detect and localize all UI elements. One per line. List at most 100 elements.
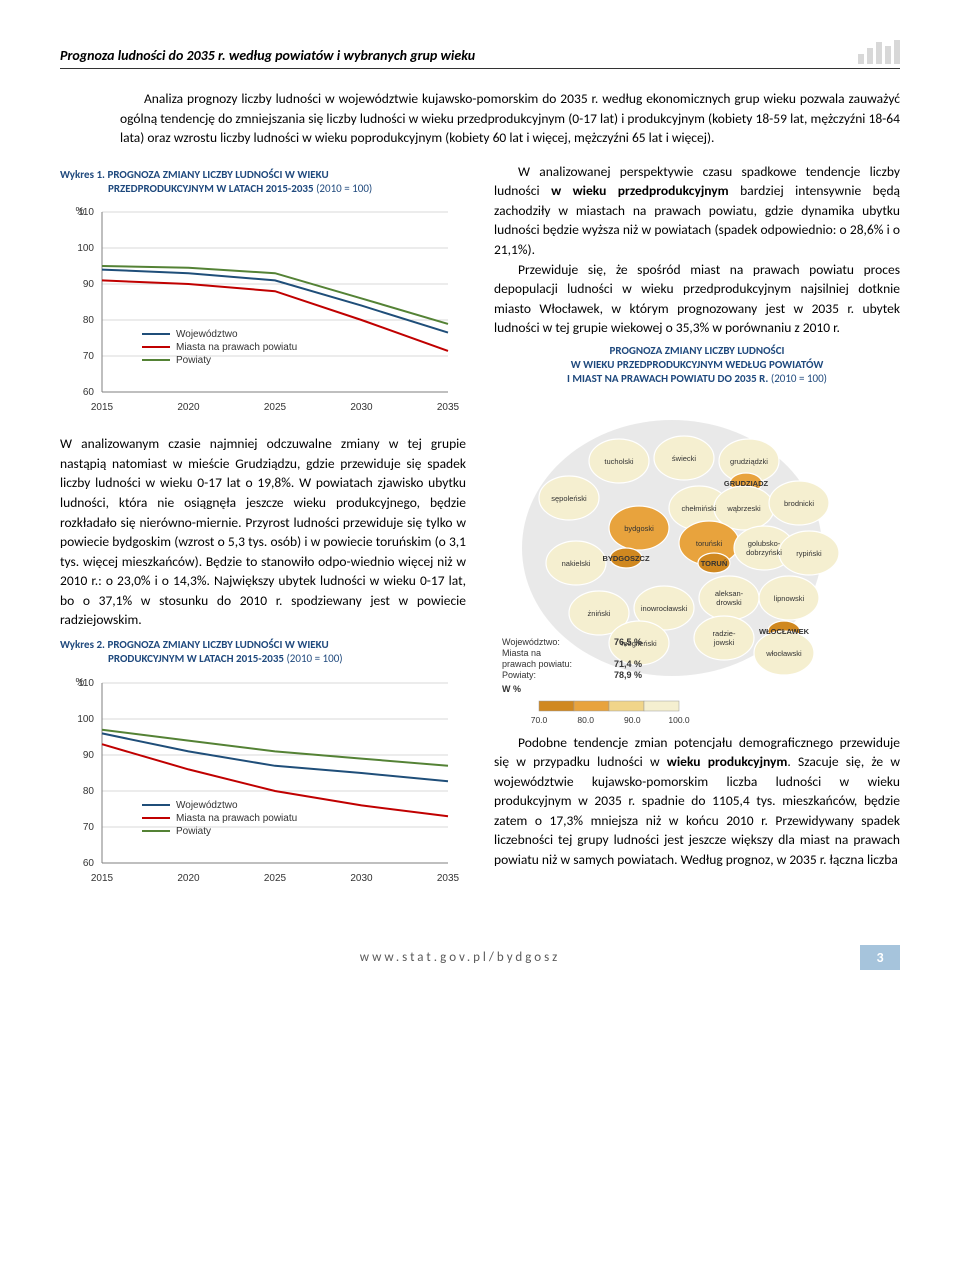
svg-text:drowski: drowski — [716, 598, 742, 607]
svg-text:dobrzyński: dobrzyński — [746, 548, 782, 557]
svg-text:GRUDZIĄDZ: GRUDZIĄDZ — [724, 479, 769, 488]
svg-text:70: 70 — [83, 822, 95, 833]
right-para-3: Podobne tendencje zmian potencjału demog… — [494, 733, 900, 870]
svg-text:jowski: jowski — [713, 638, 735, 647]
svg-text:bydgoski: bydgoski — [624, 524, 654, 533]
svg-text:Powiaty:: Powiaty: — [502, 670, 536, 680]
chart1-title-suffix: (2010 = 100) — [316, 182, 372, 195]
left-paragraph: W analizowanym czasie najmniej odczuwaln… — [60, 434, 466, 630]
map-title-suffix: (2010 = 100) — [771, 372, 827, 385]
chart2-title-line2: PRODUKCYJNYM W LATACH 2015-2035 — [60, 652, 286, 665]
svg-text:golubsko-: golubsko- — [748, 539, 781, 548]
intro-paragraph: Analiza prognozy liczby ludności w wojew… — [60, 89, 900, 148]
chart1: 60708090100110%20152020202520302035Wojew… — [60, 200, 466, 424]
svg-text:100: 100 — [77, 243, 94, 254]
svg-text:WŁOCŁAWEK: WŁOCŁAWEK — [759, 627, 810, 636]
svg-text:BYDGOSZCZ: BYDGOSZCZ — [602, 554, 650, 563]
chart1-title-line1: PROGNOZA ZMIANY LICZBY LUDNOŚCI W WIEKU — [107, 168, 328, 181]
svg-text:Województwo:: Województwo: — [502, 637, 560, 647]
svg-text:lipnowski: lipnowski — [774, 594, 805, 603]
svg-text:90,0: 90,0 — [624, 715, 641, 723]
svg-text:rypiński: rypiński — [796, 549, 822, 558]
svg-text:90: 90 — [83, 750, 95, 761]
svg-text:2020: 2020 — [177, 873, 200, 884]
svg-text:żniński: żniński — [588, 609, 611, 618]
svg-text:2020: 2020 — [177, 402, 200, 413]
header-bars-icon — [858, 40, 900, 64]
svg-text:2015: 2015 — [91, 402, 114, 413]
svg-text:2035: 2035 — [437, 402, 460, 413]
svg-text:W %: W % — [502, 684, 521, 694]
footer: www.stat.gov.pl/bydgosz 3 — [60, 945, 900, 970]
chart1-prefix: Wykres 1. — [60, 168, 107, 181]
right-column: W analizowanej perspektywie czasu spadko… — [494, 162, 900, 905]
chart1-svg: 60708090100110%20152020202520302035Wojew… — [60, 200, 460, 420]
svg-text:90: 90 — [83, 279, 95, 290]
svg-text:78,9 %: 78,9 % — [614, 670, 642, 680]
left-para-text: W analizowanym czasie najmniej odczuwaln… — [60, 435, 466, 628]
svg-text:TORUŃ: TORUŃ — [701, 559, 728, 568]
svg-text:radzie-: radzie- — [713, 629, 736, 638]
svg-text:60: 60 — [83, 387, 95, 398]
svg-text:60: 60 — [83, 858, 95, 869]
map-svg: tucholski świecki grudziądzki GRUDZIĄDZ sępo… — [494, 393, 894, 723]
svg-text:2030: 2030 — [350, 873, 373, 884]
left-column: Wykres 1. PROGNOZA ZMIANY LICZBY LUDNOŚC… — [60, 162, 466, 905]
intro-text: Analiza prognozy liczby ludności w wojew… — [120, 90, 900, 146]
svg-text:2030: 2030 — [350, 402, 373, 413]
svg-text:świecki: świecki — [672, 454, 697, 463]
svg-text:Miasta na prawach powiatu: Miasta na prawach powiatu — [176, 813, 297, 824]
footer-url: www.stat.gov.pl/bydgosz — [60, 950, 860, 965]
svg-text:tucholski: tucholski — [604, 457, 634, 466]
svg-text:Miasta na: Miasta na — [502, 648, 541, 658]
svg-text:brodnicki: brodnicki — [784, 499, 814, 508]
svg-text:2025: 2025 — [264, 402, 287, 413]
map-title-3: I MIAST NA PRAWACH POWIATU DO 2035 R. — [567, 372, 771, 385]
svg-text:Miasta na prawach powiatu: Miasta na prawach powiatu — [176, 342, 297, 353]
map-caption: PROGNOZA ZMIANY LICZBY LUDNOŚCI W WIEKU … — [494, 344, 900, 387]
svg-text:100: 100 — [77, 714, 94, 725]
svg-text:80,0: 80,0 — [577, 715, 594, 723]
footer-page-number: 3 — [860, 945, 900, 970]
header-title: Prognoza ludności do 2035 r. według powi… — [60, 47, 475, 64]
svg-text:2015: 2015 — [91, 873, 114, 884]
svg-text:toruński: toruński — [696, 539, 723, 548]
svg-text:100,0: 100,0 — [668, 715, 690, 723]
chart2-title-line1: PROGNOZA ZMIANY LICZBY LUDNOŚCI W WIEKU — [107, 638, 328, 651]
svg-text:80: 80 — [83, 315, 95, 326]
chart1-title-line2: PRZEDPRODUKCYJNYM W LATACH 2015-2035 — [60, 182, 316, 195]
svg-text:włocławski: włocławski — [765, 649, 802, 658]
map-title-1: PROGNOZA ZMIANY LICZBY LUDNOŚCI — [610, 344, 785, 357]
svg-text:2025: 2025 — [264, 873, 287, 884]
svg-text:71,4 %: 71,4 % — [614, 659, 642, 669]
map-title-2: W WIEKU PRZEDPRODUKCYJNYM WEDŁUG POWIATÓ… — [571, 358, 824, 371]
svg-text:76,5 %: 76,5 % — [614, 637, 642, 647]
svg-text:Województwo: Województwo — [176, 800, 238, 811]
svg-text:Powiaty: Powiaty — [176, 355, 211, 366]
map: tucholski świecki grudziądzki GRUDZIĄDZ sępo… — [494, 393, 900, 727]
svg-text:Powiaty: Powiaty — [176, 826, 211, 837]
chart2-title-suffix: (2010 = 100) — [286, 652, 342, 665]
svg-text:2035: 2035 — [437, 873, 460, 884]
chart2-prefix: Wykres 2. — [60, 638, 107, 651]
right-para2-text: Przewiduje się, że spośród miast na praw… — [494, 261, 900, 337]
svg-text:80: 80 — [83, 786, 95, 797]
svg-text:70: 70 — [83, 351, 95, 362]
svg-text:%: % — [76, 677, 85, 688]
chart2-title: Wykres 2. PROGNOZA ZMIANY LICZBY LUDNOŚC… — [60, 638, 466, 667]
svg-text:sępoleński: sępoleński — [551, 494, 587, 503]
svg-text:aleksan-: aleksan- — [715, 589, 744, 598]
svg-text:70,0: 70,0 — [531, 715, 548, 723]
svg-text:wąbrzeski: wąbrzeski — [726, 504, 761, 513]
chart2-svg: 60708090100110%20152020202520302035Wojew… — [60, 671, 460, 891]
svg-text:Województwo: Województwo — [176, 329, 238, 340]
right-para-1: W analizowanej perspektywie czasu spadko… — [494, 162, 900, 260]
svg-text:prawach powiatu:: prawach powiatu: — [502, 659, 572, 669]
svg-text:chełmiński: chełmiński — [681, 504, 716, 513]
right-para-2: Przewiduje się, że spośród miast na praw… — [494, 260, 900, 338]
svg-text:%: % — [76, 206, 85, 217]
chart2: 60708090100110%20152020202520302035Wojew… — [60, 671, 466, 895]
page-header: Prognoza ludności do 2035 r. według powi… — [60, 40, 900, 69]
svg-text:grudziądzki: grudziądzki — [730, 457, 768, 466]
svg-text:inowrocławski: inowrocławski — [641, 604, 688, 613]
